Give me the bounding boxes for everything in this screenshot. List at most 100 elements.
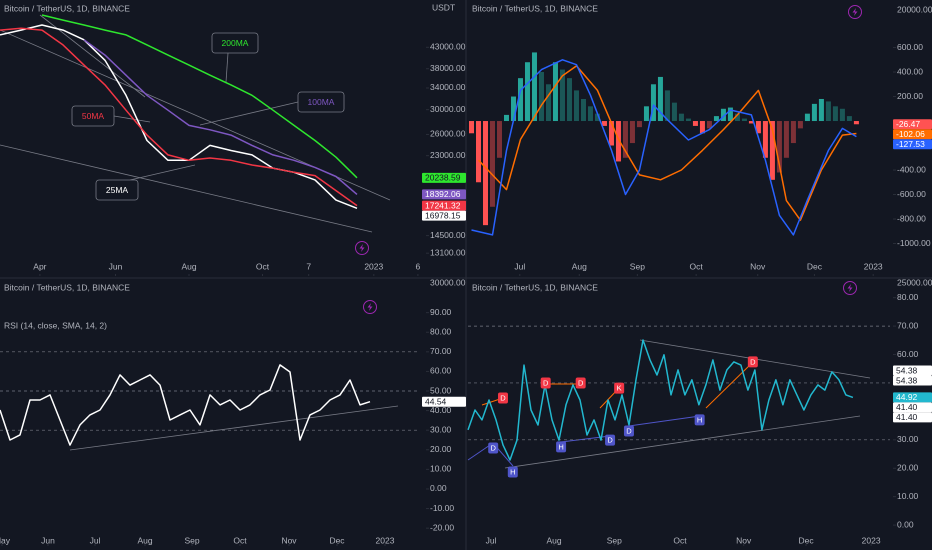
callout-box [297,91,345,113]
y-tick-label: -20.00 [430,522,454,532]
zigzag [705,361,754,409]
value-tag [893,402,932,413]
value-tag [893,375,932,386]
pattern-marker [747,356,758,368]
value-tag-label: 44.92 [896,392,918,402]
zigzag [628,415,701,427]
x-tick-label: Oct [233,535,247,545]
histogram-bar [769,121,775,180]
y-tick-label: 38000.00 [430,63,466,73]
indicator-title: RSI (14, close, SMA, 14, 2) [4,320,107,330]
x-tick-label: Jul [514,261,525,271]
y-tick-label: 13100.00 [430,247,466,257]
value-tag-label: 44.54 [425,396,447,406]
pattern-marker [575,377,586,389]
chart-title: Bitcoin / TetherUS, 1D, BINANCE [4,3,130,13]
icon-ring [355,241,369,255]
y-tick-label: 0.00 [430,483,447,493]
y-tick-label: 50.00 [430,385,452,395]
trendline [0,144,373,233]
y-tick-label: 20.00 [897,462,919,472]
histogram-bar [706,121,712,129]
pattern-marker-label: D [607,436,613,445]
alert-icon[interactable] [843,281,857,295]
x-tick-label: Jun [109,261,123,271]
x-tick-label: Nov [736,535,752,545]
alert-icon[interactable] [848,5,862,19]
y-tick-label: -600.00 [897,189,926,199]
value-tag [893,129,932,140]
series-line [477,65,857,221]
histogram-bar [503,114,509,122]
x-tick-label: Aug [181,261,196,271]
chart-title: Bitcoin / TetherUS, 1D, BINANCE [4,282,130,292]
histogram-bar [622,121,628,158]
x-tick-label: Dec [807,261,823,271]
histogram-bar [748,121,754,124]
value-tag-label: 41.40 [896,412,918,422]
value-tag [422,210,466,221]
pattern-marker [623,425,634,437]
histogram-bar [545,84,551,122]
pattern-marker [488,442,499,454]
x-tick-label: 2023 [862,535,881,545]
callout-label: 100MA [308,97,335,107]
y-tick-label: 43000.00 [430,42,466,52]
histogram-bar [643,106,649,122]
y-tick-label: 600.00 [897,42,923,52]
histogram-bar [468,121,474,134]
icon-bolt [847,284,853,292]
callout-pointer [113,115,151,123]
pattern-marker [497,392,508,404]
y-tick-label: 70.00 [430,346,452,356]
axis-unit: USDT [432,2,455,12]
callout-pointer [225,52,229,83]
y-tick-label: -1000.00 [897,238,931,248]
x-tick-label: Sep [630,261,645,271]
histogram-bar [846,116,852,122]
value-tag [893,365,932,376]
histogram-bar [510,96,516,122]
value-tag-label: 41.40 [896,402,918,412]
y-tick-label: 200.00 [897,91,923,101]
pattern-marker [507,466,518,478]
y-tick-label: 90.00 [430,307,452,317]
icon-bolt [852,8,858,16]
y-tick-label: 80.00 [897,292,919,302]
alert-icon[interactable] [355,241,369,255]
pattern-marker [556,441,567,453]
pattern-marker [614,382,625,394]
histogram-bar [818,98,824,122]
pattern-marker [540,377,551,389]
histogram-bar [776,121,782,173]
value-tag [893,119,932,130]
y-tick-label: 20.00 [430,444,452,454]
value-tag [422,396,466,407]
histogram-bar [608,121,614,146]
value-tag-label: 54.38 [896,365,918,375]
histogram-bar [559,69,565,122]
histogram-bar [755,121,761,134]
x-tick-label: 2023 [376,535,395,545]
y-tick-label: 0.00 [897,519,914,529]
pattern-marker-label: D [750,357,756,366]
callout-box [95,179,139,201]
histogram-bar [811,103,817,122]
histogram-bar [531,52,537,122]
histogram-bar [839,108,845,122]
y-tick-label: 30000.00 [430,104,466,114]
alert-icon[interactable] [363,300,377,314]
y-tick-label: 10.00 [897,491,919,501]
series-line [41,14,358,179]
trendline [69,405,399,451]
value-tag [422,172,466,183]
y-tick-label: 14500.00 [430,230,466,240]
y-tick-label: 10.00 [430,464,452,474]
x-tick-label: Jul [90,535,101,545]
pattern-marker-label: D [578,378,584,387]
value-tag-label: 16978.15 [425,210,461,220]
y-tick-label: 60.00 [430,366,452,376]
x-tick-label: 6 [416,261,421,271]
y-tick-label: 26000.00 [430,129,466,139]
pattern-marker-label: D [626,426,632,435]
